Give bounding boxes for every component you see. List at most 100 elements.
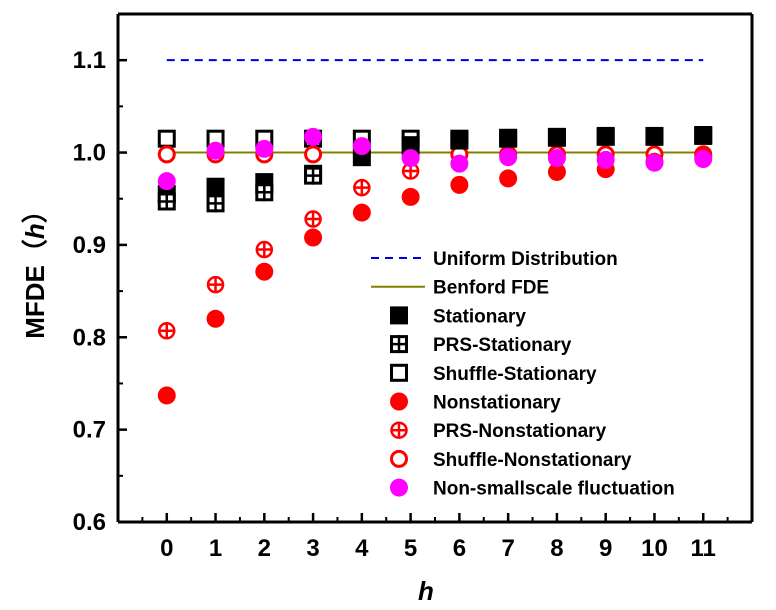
marker-shape: [547, 162, 566, 181]
y-tick-label: 0.7: [73, 417, 106, 444]
y-tick-label: 0.6: [73, 509, 106, 536]
marker-shape: [450, 154, 469, 173]
data-point: [304, 145, 323, 164]
data-point: [547, 149, 566, 168]
legend-item: Nonstationary: [390, 392, 561, 414]
data-point: [401, 187, 420, 206]
x-tick-label: 5: [404, 535, 417, 562]
marker-shape: [157, 129, 176, 148]
marker-shape: [401, 149, 420, 168]
x-axis-title: h: [418, 576, 434, 606]
plot-layer: [157, 59, 713, 405]
legend-marker: [390, 478, 408, 497]
x-tick-label: 9: [599, 535, 612, 562]
marker-shape: [645, 127, 664, 146]
data-point: [157, 145, 176, 164]
data-point: [206, 309, 225, 328]
legend-label: Shuffle-Stationary: [433, 364, 597, 385]
series-0: [157, 126, 713, 204]
series-1: [157, 166, 323, 213]
legend-label: Uniform Distribution: [433, 249, 618, 270]
data-point: [255, 262, 274, 281]
marker-shape: [206, 177, 225, 196]
marker-shape: [401, 187, 420, 206]
data-point: [352, 137, 371, 156]
legend-item: Shuffle-Stationary: [390, 363, 597, 385]
legend-item: Uniform Distribution: [371, 249, 618, 270]
marker-shape: [694, 150, 713, 169]
marker-shape: [157, 145, 176, 164]
marker-shape: [499, 169, 518, 188]
data-point: [157, 192, 176, 211]
marker-shape: [450, 175, 469, 194]
marker-shape: [206, 309, 225, 328]
marker-shape: [390, 363, 408, 382]
data-point: [401, 136, 420, 155]
marker-shape: [694, 126, 713, 145]
data-point: [499, 148, 518, 167]
legend-item: Non-smallscale fluctuation: [390, 478, 675, 500]
legend-label: Benford FDE: [433, 278, 549, 299]
data-point: [255, 183, 274, 202]
data-point: [499, 129, 518, 148]
data-point: [206, 141, 225, 160]
y-axis-title-var: h: [20, 223, 50, 239]
marker-shape: [304, 127, 323, 146]
legend: Uniform Distribution Benford FDE Stationar…: [371, 249, 675, 500]
legend-label: PRS-Stationary: [433, 335, 572, 356]
data-point: [206, 177, 225, 196]
marker-shape: [304, 145, 323, 164]
data-point: [158, 322, 176, 340]
legend-marker: [390, 449, 408, 468]
x-tick-label: 10: [641, 535, 668, 562]
marker-shape: [390, 306, 408, 325]
y-axis-title-paren-close: ）: [20, 197, 50, 223]
marker-shape: [547, 128, 566, 147]
x-tick-label: 7: [501, 535, 514, 562]
data-point: [499, 169, 518, 188]
data-point: [450, 131, 469, 150]
data-point: [157, 386, 176, 405]
data-point: [304, 166, 323, 185]
legend-item: PRS-Stationary: [390, 335, 572, 356]
data-point: [206, 194, 225, 213]
x-tick-label: 6: [453, 535, 466, 562]
data-point: [645, 127, 664, 146]
marker-shape: [499, 148, 518, 167]
axis-layer: 0.6 0.7 0.8 0.9 1.0 1.1 0 1 2 3 4 5 6 7 8 9 10 11: [73, 12, 754, 562]
data-point: [547, 162, 566, 181]
legend-marker: [390, 392, 408, 411]
marker-shape: [596, 150, 615, 169]
data-point: [255, 240, 274, 259]
data-point: [450, 175, 469, 194]
y-axis-title-paren-open: （: [20, 239, 50, 265]
y-tick-label: 0.8: [73, 324, 106, 351]
data-point: [547, 128, 566, 147]
series-6: [157, 127, 713, 191]
series-2: [157, 125, 713, 148]
data-point: [255, 139, 274, 158]
x-tick-label: 4: [355, 535, 369, 562]
x-tick-label: 2: [258, 535, 271, 562]
legend-item: Shuffle-Nonstationary: [390, 449, 632, 471]
marker-shape: [596, 127, 615, 146]
data-point: [157, 172, 176, 191]
legend-marker: [390, 421, 408, 439]
data-point: [401, 162, 420, 180]
marker-shape: [499, 129, 518, 148]
data-point: [645, 153, 664, 172]
data-point: [694, 150, 713, 169]
marker-shape: [390, 392, 408, 411]
marker-shape: [390, 449, 408, 468]
marker-shape: [547, 149, 566, 168]
legend-marker: [390, 363, 408, 382]
marker-shape: [255, 262, 274, 281]
data-point: [206, 275, 225, 294]
data-point: [401, 149, 420, 168]
data-point: [694, 126, 713, 145]
series-4: [158, 162, 420, 340]
marker-shape: [255, 139, 274, 158]
marker-shape: [352, 203, 371, 222]
marker-shape: [645, 153, 664, 172]
